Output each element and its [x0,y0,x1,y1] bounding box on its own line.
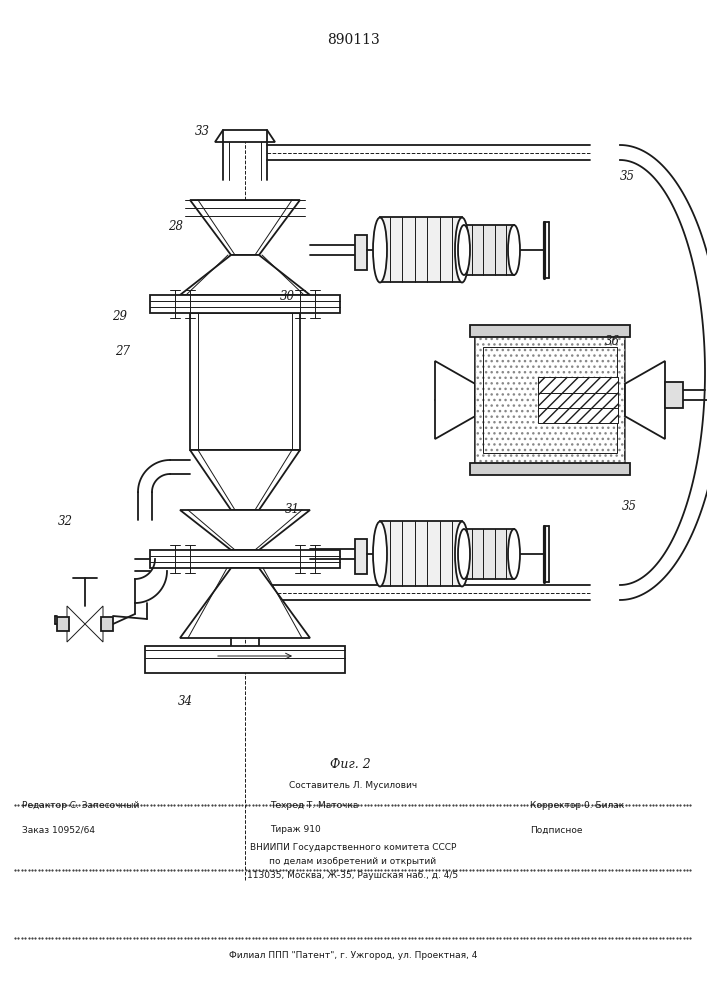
Text: по делам изобретений и открытий: по делам изобретений и открытий [269,857,436,866]
Bar [150,295,340,313]
Bar [538,377,618,393]
Bar [380,521,462,586]
Text: 890113: 890113 [327,33,380,47]
Bar [464,225,514,275]
Bar [538,392,618,408]
Bar [665,382,683,408]
Ellipse shape [373,218,387,282]
Text: Тираж 910: Тираж 910 [270,826,321,834]
Text: 31: 31 [285,503,300,516]
Polygon shape [190,200,300,255]
Text: 28: 28 [168,220,183,233]
Text: Заказ 10952/64: Заказ 10952/64 [22,826,95,834]
Polygon shape [180,255,310,295]
Text: Филиал ППП "Патент", г. Ужгород, ул. Проектная, 4: Филиал ППП "Патент", г. Ужгород, ул. Про… [229,950,477,960]
Polygon shape [215,130,275,142]
Polygon shape [620,145,707,600]
Polygon shape [85,606,103,642]
Text: 29: 29 [112,310,127,323]
Polygon shape [190,450,300,510]
Ellipse shape [508,225,520,275]
Text: Составитель Л. Мусилович: Составитель Л. Мусилович [289,780,417,790]
Bar [470,325,630,337]
Bar [475,335,625,465]
Text: 34: 34 [178,695,193,708]
Text: ВНИИПИ Государственного комитета СССР: ВНИИПИ Государственного комитета СССР [250,844,456,852]
Text: 30: 30 [280,290,295,303]
Polygon shape [625,361,665,439]
Polygon shape [435,361,475,439]
Polygon shape [180,510,310,550]
Text: 33: 33 [195,125,210,138]
Bar [150,550,340,568]
Text: 35: 35 [622,500,637,513]
Text: Подписное: Подписное [530,826,583,834]
Bar [483,347,617,453]
Bar [538,407,618,423]
Bar [464,529,514,579]
Polygon shape [145,646,345,673]
Ellipse shape [508,529,520,579]
Ellipse shape [458,529,470,579]
Bar [355,235,367,270]
Text: Фиг. 2: Фиг. 2 [330,758,370,772]
Text: 27: 27 [115,345,130,358]
Text: Корректор 0. Билак: Корректор 0. Билак [530,800,624,810]
Ellipse shape [455,522,469,586]
Text: 32: 32 [58,515,73,528]
Text: Техред Т. Маточка: Техред Т. Маточка [270,800,358,810]
Text: Редактор С. Запесочный: Редактор С. Запесочный [22,800,139,810]
Bar [57,617,69,631]
Bar [190,313,300,450]
Text: 113035, Москва, Ж-35, Раушская наб., д. 4/5: 113035, Москва, Ж-35, Раушская наб., д. … [247,871,459,880]
Bar [475,335,625,465]
Ellipse shape [458,225,470,275]
Bar [101,617,113,631]
Ellipse shape [373,522,387,586]
Bar [470,463,630,475]
Polygon shape [180,568,310,638]
Ellipse shape [455,218,469,282]
Text: 35: 35 [620,170,635,183]
Polygon shape [67,606,85,642]
Bar [355,539,367,574]
Bar [380,217,462,282]
Text: 36: 36 [605,335,620,348]
